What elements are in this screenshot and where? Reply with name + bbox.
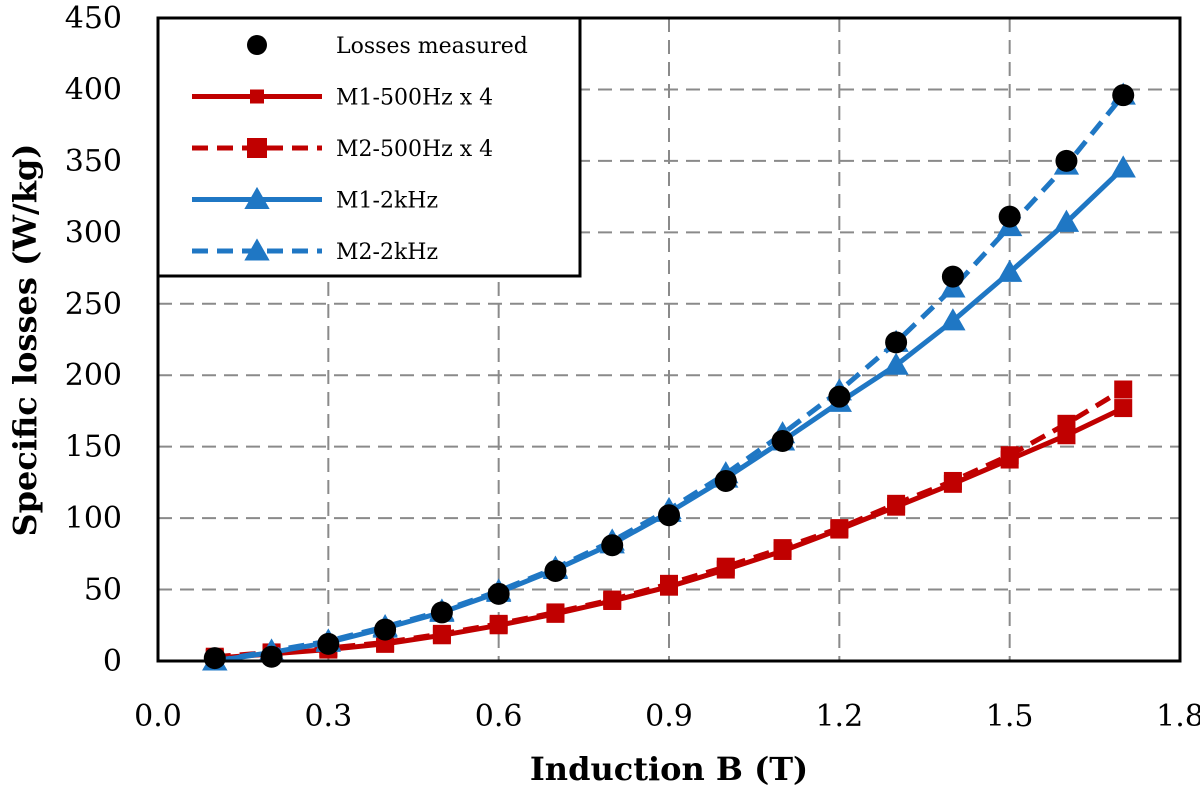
data-point bbox=[432, 624, 451, 643]
y-tick-label: 400 bbox=[65, 72, 122, 107]
y-tick-label: 100 bbox=[65, 501, 122, 536]
data-point bbox=[603, 590, 622, 609]
data-point bbox=[1114, 380, 1133, 399]
data-point bbox=[1000, 446, 1019, 465]
plot-frame bbox=[156, 16, 1182, 663]
x-axis-title: Induction B (T) bbox=[530, 750, 808, 788]
x-tick-label: 0.3 bbox=[304, 699, 352, 734]
data-point bbox=[374, 618, 397, 641]
y-tick-label: 450 bbox=[65, 1, 122, 36]
legend-label: Losses measured bbox=[336, 34, 528, 59]
legend-marker bbox=[244, 238, 270, 261]
data-point bbox=[940, 308, 966, 331]
y-axis-title: Specific losses (W/kg) bbox=[6, 144, 44, 537]
data-point bbox=[771, 429, 794, 452]
x-tick-labels: 0.0 0.3 0.6 0.9 1.2 1.5 1.8 bbox=[134, 699, 1200, 734]
data-point bbox=[1114, 399, 1133, 418]
data-point bbox=[830, 519, 849, 538]
x-tick-label: 1.2 bbox=[815, 699, 863, 734]
x-tick-label: 1.8 bbox=[1156, 699, 1200, 734]
x-tick-label: 1.5 bbox=[986, 699, 1034, 734]
data-point bbox=[885, 331, 908, 354]
x-tick-label: 0.0 bbox=[134, 699, 182, 734]
y-tick-label: 300 bbox=[65, 215, 122, 250]
y-tick-label: 150 bbox=[65, 430, 122, 465]
data-point bbox=[317, 632, 340, 655]
data-point bbox=[714, 469, 737, 492]
y-tick-labels: 0 50 100 150 200 250 300 350 400 450 bbox=[65, 1, 122, 679]
legend-marker bbox=[247, 35, 267, 55]
legend: Losses measured M1-500Hz x 4 M2-500Hz x 4 M… bbox=[156, 16, 582, 278]
data-point bbox=[1055, 149, 1078, 172]
legend-item: M2-500Hz x 4 bbox=[192, 137, 493, 162]
data-point bbox=[887, 494, 906, 513]
legend-label: M2-2kHz bbox=[336, 240, 438, 265]
legend-item: M1-2kHz bbox=[192, 186, 438, 214]
legend-label: M2-500Hz x 4 bbox=[336, 137, 493, 162]
data-point bbox=[998, 205, 1021, 228]
legend-label: M1-2kHz bbox=[336, 189, 438, 214]
data-point bbox=[260, 645, 283, 668]
x-tick-label: 0.9 bbox=[645, 699, 693, 734]
y-tick-label: 0 bbox=[103, 644, 122, 679]
legend-item: M1-500Hz x 4 bbox=[192, 86, 493, 111]
data-point bbox=[1110, 155, 1136, 178]
legend-item: M2-2kHz bbox=[192, 238, 438, 265]
legend-item: Losses measured bbox=[247, 34, 528, 59]
data-point bbox=[941, 265, 964, 288]
data-point bbox=[658, 504, 680, 527]
data-point bbox=[660, 574, 678, 593]
series-layer bbox=[202, 82, 1136, 671]
data-point bbox=[1053, 209, 1080, 232]
data-point bbox=[546, 603, 565, 622]
legend-marker bbox=[247, 138, 267, 158]
data-point bbox=[203, 647, 226, 670]
data-point bbox=[943, 471, 962, 490]
legend-label: M1-500Hz x 4 bbox=[336, 86, 493, 111]
data-point bbox=[430, 601, 453, 624]
data-point bbox=[997, 259, 1023, 282]
data-point bbox=[487, 582, 510, 605]
y-tick-label: 250 bbox=[65, 287, 122, 322]
y-tick-label: 350 bbox=[65, 144, 122, 179]
data-point bbox=[716, 557, 735, 576]
data-point bbox=[544, 559, 567, 582]
data-point bbox=[1057, 414, 1076, 433]
y-tick-label: 50 bbox=[84, 573, 122, 608]
data-point bbox=[883, 352, 909, 375]
data-point bbox=[489, 614, 508, 633]
legend-marker bbox=[244, 186, 270, 209]
y-tick-label: 200 bbox=[65, 358, 122, 393]
data-point bbox=[1112, 84, 1135, 107]
data-point bbox=[828, 385, 851, 408]
x-tick-label: 0.6 bbox=[475, 699, 523, 734]
data-point bbox=[773, 539, 792, 558]
legend-marker bbox=[250, 89, 264, 104]
data-point bbox=[601, 534, 624, 557]
